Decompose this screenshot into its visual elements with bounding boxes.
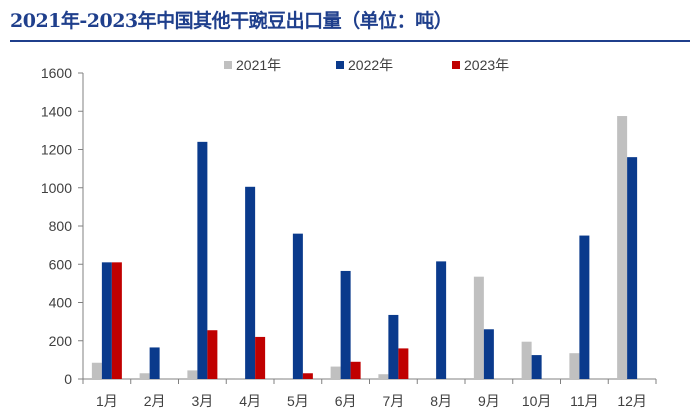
legend-label: 2023年 [464, 57, 509, 73]
y-tick-label: 1400 [41, 103, 72, 119]
bar [617, 116, 628, 379]
y-tick-label: 200 [49, 333, 73, 349]
bar [579, 235, 590, 379]
y-tick-label: 1000 [41, 180, 72, 196]
bar [378, 374, 389, 379]
bar [569, 353, 580, 379]
y-tick-label: 1600 [41, 65, 72, 81]
bar-layer [91, 116, 638, 379]
bar [340, 270, 351, 379]
x-tick-label: 3月 [191, 393, 213, 409]
bar [436, 261, 447, 379]
bar [139, 373, 150, 379]
legend-label: 2022年 [348, 57, 393, 73]
x-tick-label: 7月 [382, 393, 404, 409]
x-tick-label: 12月 [617, 393, 647, 409]
y-tick-label: 1200 [41, 142, 72, 158]
bar [627, 157, 638, 379]
bar [330, 366, 341, 379]
bar [187, 370, 198, 379]
legend-swatch [336, 61, 344, 69]
bar [398, 348, 409, 379]
chart-title: 2021年-2023年中国其他干豌豆出口量（单位：吨） [10, 10, 453, 32]
bar [149, 347, 160, 379]
bar [531, 355, 542, 379]
bar [388, 314, 399, 379]
legend-label: 2021年 [236, 57, 281, 73]
y-tick-label: 0 [64, 371, 72, 387]
legend: 2021年 2022年 2023年 [224, 57, 509, 73]
y-tick-label: 600 [49, 256, 73, 272]
x-tick-label: 1月 [96, 393, 118, 409]
bar [101, 262, 112, 379]
x-tick-label: 11月 [570, 393, 599, 409]
bar [235, 378, 246, 379]
x-tick-label: 6月 [335, 393, 357, 409]
bar [282, 378, 293, 379]
bar [207, 330, 218, 379]
x-tick-label: 9月 [478, 393, 500, 409]
x-tick-label: 2月 [144, 393, 166, 409]
bar [350, 361, 361, 379]
axis-layer: 0 200 400 600 800 1000 1200 1400 1600 1月 2月 3月 4月 5月 6… [41, 65, 657, 409]
title-divider [10, 40, 690, 42]
x-tick-label: 4月 [239, 393, 261, 409]
bar [521, 341, 532, 379]
x-tick-label: 8月 [430, 393, 452, 409]
bar [111, 262, 122, 379]
bar [245, 186, 256, 379]
x-tick-label: 10月 [522, 393, 552, 409]
bar [483, 329, 494, 379]
x-tick-label: 5月 [287, 393, 309, 409]
y-tick-label: 800 [49, 218, 73, 234]
bar [91, 362, 102, 379]
bar [292, 233, 303, 379]
bar [255, 336, 266, 379]
y-tick-label: 400 [49, 295, 73, 311]
legend-swatch [224, 61, 232, 69]
legend-swatch [452, 61, 460, 69]
bar [197, 141, 208, 379]
bar [302, 373, 313, 379]
bar [473, 276, 484, 379]
